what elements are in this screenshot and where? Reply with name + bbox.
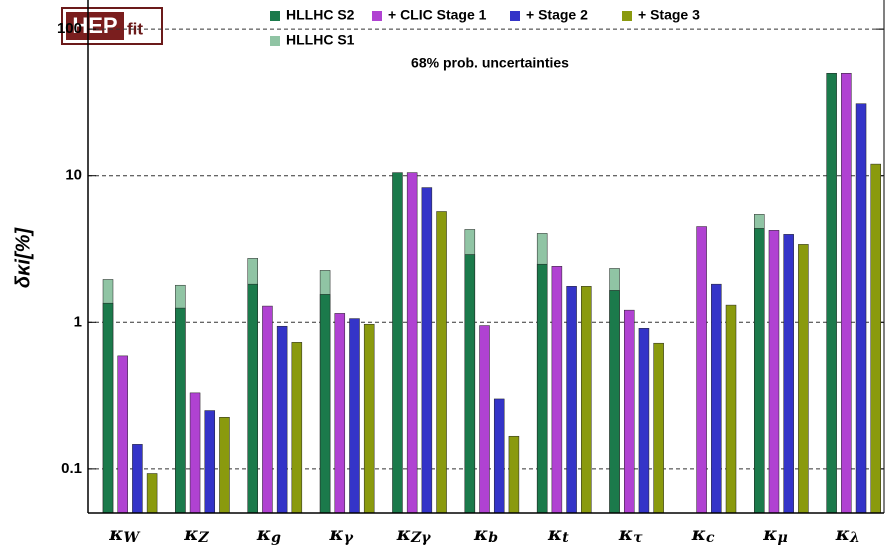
- annotation: 68% prob. uncertainties: [411, 55, 569, 71]
- bar: [841, 72, 852, 514]
- bar: [291, 342, 303, 514]
- bar: [783, 234, 794, 514]
- bar: [319, 294, 331, 514]
- bar: [334, 313, 346, 514]
- bar: [826, 72, 837, 514]
- bar: [204, 410, 216, 514]
- legend-label: + Stage 2: [526, 7, 588, 23]
- bar: [189, 392, 201, 514]
- bar: [855, 103, 867, 514]
- bar: [551, 266, 563, 514]
- bar: [711, 283, 722, 514]
- bar: [638, 328, 650, 514]
- bar: [349, 318, 360, 514]
- bar: [262, 305, 273, 514]
- x-tick-label: κγ: [329, 523, 354, 546]
- bar: [392, 172, 403, 514]
- x-tick-label: κλ: [835, 523, 860, 546]
- x-tick-label: κc: [691, 523, 715, 546]
- bar: [175, 307, 186, 514]
- x-tick-label: κZ: [183, 523, 209, 546]
- bar: [406, 172, 418, 514]
- bar: [363, 323, 375, 514]
- bar: [479, 325, 490, 514]
- y-tick-label: 100: [57, 20, 82, 37]
- bar: [536, 263, 548, 514]
- legend-label: HLLHC S1: [286, 32, 355, 48]
- x-tick-label: κτ: [618, 523, 643, 546]
- legend-label: + CLIC Stage 1: [388, 7, 487, 23]
- logo-text: HEP: [72, 13, 117, 38]
- legend-swatch: [270, 11, 280, 21]
- x-tick-label: κb: [473, 523, 498, 546]
- bar: [146, 473, 158, 514]
- bar: [117, 355, 128, 514]
- y-tick-label: 10: [65, 167, 82, 184]
- bar: [508, 435, 520, 514]
- legend-label: + Stage 3: [638, 7, 700, 23]
- bar: [754, 228, 765, 514]
- bar: [464, 254, 476, 514]
- x-tick-label: κμ: [762, 523, 788, 546]
- logo-box: [66, 12, 124, 40]
- bar: [276, 325, 288, 514]
- x-tick-label: κg: [256, 523, 281, 546]
- x-tick-label: κZγ: [396, 523, 431, 546]
- legend-swatch: [622, 11, 632, 21]
- bar: [421, 187, 433, 514]
- bar: [493, 398, 505, 514]
- bar: [219, 416, 230, 514]
- bar: [623, 309, 635, 514]
- bar: [653, 342, 664, 514]
- bar: [870, 163, 881, 514]
- y-tick-label: 1: [74, 313, 82, 330]
- bar: [132, 444, 143, 514]
- bar: [436, 211, 447, 514]
- legend-swatch: [372, 11, 382, 21]
- x-tick-label: κt: [547, 523, 569, 546]
- bar: [725, 304, 737, 514]
- bar: [566, 286, 577, 514]
- bar: [609, 290, 620, 514]
- bar: [696, 226, 707, 514]
- legend-swatch: [510, 11, 520, 21]
- bar: [798, 244, 809, 514]
- y-axis-label: δκi[%]: [12, 227, 34, 289]
- logo-text: fit: [127, 19, 143, 38]
- legend-label: HLLHC S2: [286, 7, 355, 23]
- bar: [102, 302, 114, 514]
- legend-swatch: [270, 36, 280, 46]
- x-tick-label: κW: [108, 523, 140, 546]
- bar: [768, 230, 780, 514]
- bar: [581, 286, 592, 514]
- y-tick-label: 0.1: [61, 460, 82, 477]
- bar: [247, 283, 258, 514]
